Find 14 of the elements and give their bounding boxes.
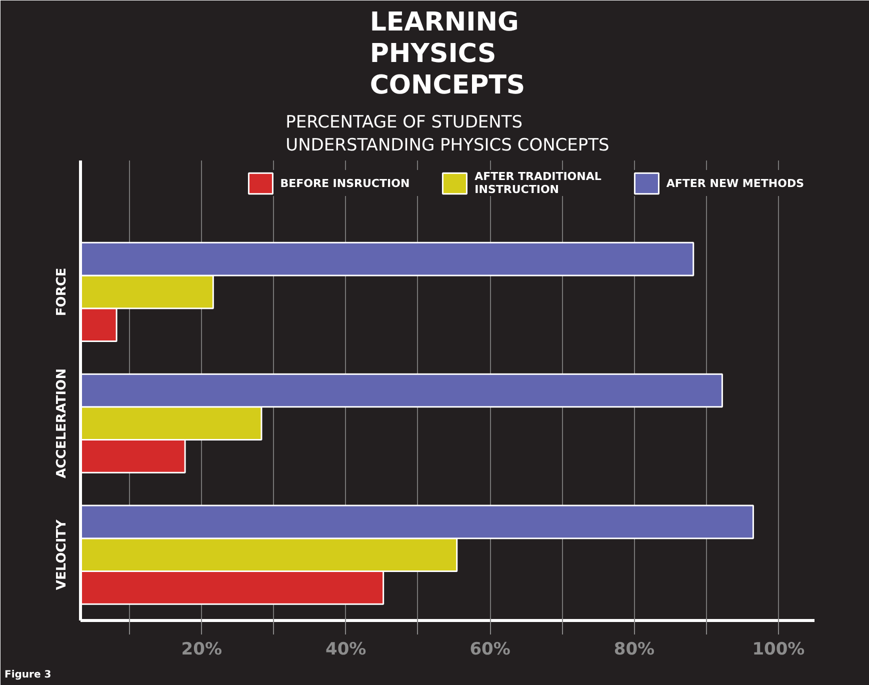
x-tick-label: 60% [470, 640, 510, 660]
x-tick-label: 80% [614, 640, 655, 660]
caption: Figure 3 [4, 670, 52, 680]
legend-label: AFTER TRADITIONAL INSTRUCTION [474, 170, 602, 196]
x-tick-label: 20% [181, 640, 222, 660]
x-tick-label: 40% [325, 640, 366, 660]
legend-label: AFTER NEW METHODS [666, 176, 804, 190]
chart-subtitle: PERCENTAGE OF STUDENTS UNDERSTANDING PHYSICS CONCEPTS [286, 112, 610, 156]
x-tick-label: 100% [752, 640, 805, 660]
y-tick-label: VELOCITY [54, 518, 70, 590]
legend-label: BEFORE INSRUCTION [280, 176, 410, 190]
y-tick-label: ACCELERATION [54, 368, 70, 478]
y-tick-label: FORCE [54, 268, 70, 316]
chart-title: LEARNING PHYSICS CONCEPTS [370, 8, 526, 100]
